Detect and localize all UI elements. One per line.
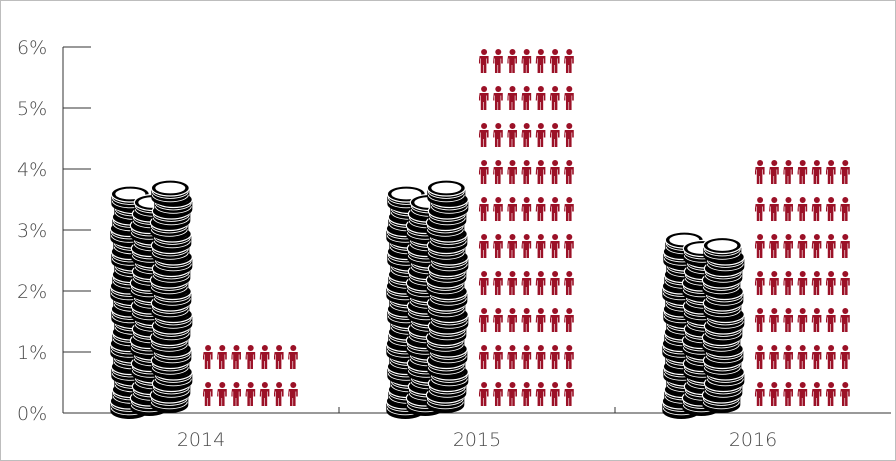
y-tick-label: 4%	[17, 159, 47, 181]
y-tick-label: 2%	[17, 281, 47, 303]
y-tick-label: 6%	[17, 37, 47, 59]
person-bar-2014	[202, 345, 298, 406]
x-tick-label: 2014	[177, 429, 225, 451]
y-tick-label: 0%	[17, 403, 47, 425]
coin-stack-bar-2016	[661, 231, 745, 419]
x-tick-label: 2015	[453, 429, 501, 451]
y-tick-label: 1%	[17, 342, 47, 364]
y-tick-label: 3%	[17, 220, 47, 242]
coin-stack-bar-2014	[109, 179, 193, 419]
person-bar-2016	[754, 160, 850, 406]
person-bar-2015	[478, 49, 574, 406]
coin-stack-bar-2015	[385, 179, 469, 419]
x-tick-label: 2016	[729, 429, 777, 451]
y-tick-label: 5%	[17, 98, 47, 120]
